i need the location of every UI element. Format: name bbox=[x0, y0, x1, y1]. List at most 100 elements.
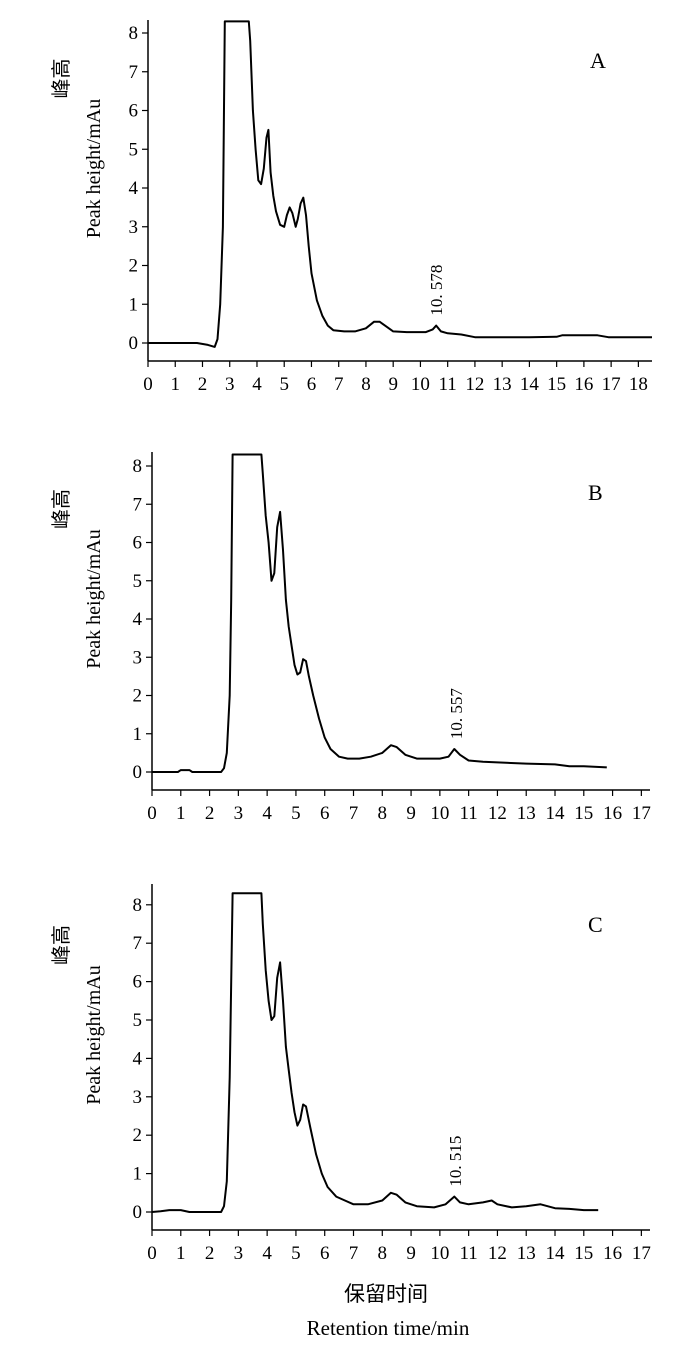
y-tick-label: 0 bbox=[129, 333, 139, 354]
x-tick-label: 16 bbox=[603, 1243, 622, 1264]
x-tick-label: 9 bbox=[406, 1243, 416, 1264]
x-tick-label: 9 bbox=[388, 374, 398, 395]
x-tick-label: 8 bbox=[378, 803, 388, 824]
x-axis-label-zh: 保留时间 bbox=[344, 1282, 428, 1306]
y-tick-label: 5 bbox=[129, 139, 139, 160]
y-tick-label: 6 bbox=[129, 101, 139, 122]
chromatogram-trace bbox=[148, 20, 652, 348]
y-tick-label: 3 bbox=[133, 647, 143, 668]
x-tick-label: 9 bbox=[406, 803, 416, 824]
y-tick-label: 7 bbox=[133, 933, 143, 954]
x-tick-label: 4 bbox=[252, 374, 262, 395]
x-tick-label: 1 bbox=[176, 803, 186, 824]
chromatogram-trace bbox=[151, 892, 599, 1213]
panel-label: A bbox=[590, 48, 606, 73]
x-tick-label: 12 bbox=[488, 1243, 507, 1264]
x-tick-label: 12 bbox=[465, 374, 484, 395]
y-tick-label: 2 bbox=[133, 686, 143, 707]
x-tick-label: 6 bbox=[320, 803, 330, 824]
x-tick-label: 15 bbox=[547, 374, 566, 395]
x-tick-label: 1 bbox=[170, 374, 180, 395]
y-tick-label: 4 bbox=[129, 178, 139, 199]
y-tick-label: 8 bbox=[129, 23, 139, 44]
y-tick-label: 7 bbox=[133, 494, 143, 515]
panel-label: B bbox=[588, 480, 603, 505]
x-tick-label: 10 bbox=[430, 803, 449, 824]
y-axis-label: Peak height/mAu bbox=[83, 965, 105, 1104]
x-tick-label: 3 bbox=[234, 1243, 244, 1264]
x-tick-label: 6 bbox=[320, 1243, 330, 1264]
y-axis-label-zh: 峰高 bbox=[50, 489, 73, 529]
x-tick-label: 3 bbox=[234, 803, 244, 824]
x-tick-label: 11 bbox=[459, 803, 477, 824]
y-tick-label: 7 bbox=[129, 62, 139, 83]
x-tick-label: 14 bbox=[546, 803, 566, 824]
x-tick-label: 7 bbox=[349, 1243, 359, 1264]
y-tick-label: 3 bbox=[133, 1087, 143, 1108]
x-tick-label: 17 bbox=[632, 1243, 651, 1264]
x-axis-label: Retention time/min bbox=[307, 1316, 470, 1340]
x-tick-label: 13 bbox=[517, 803, 536, 824]
y-tick-label: 8 bbox=[133, 895, 143, 916]
x-tick-label: 10 bbox=[430, 1243, 449, 1264]
x-tick-label: 15 bbox=[574, 803, 593, 824]
x-tick-label: 4 bbox=[262, 1243, 272, 1264]
x-tick-label: 5 bbox=[291, 1243, 301, 1264]
y-tick-label: 8 bbox=[133, 456, 143, 477]
x-tick-label: 8 bbox=[378, 1243, 388, 1264]
x-tick-label: 14 bbox=[546, 1243, 566, 1264]
x-tick-label: 10 bbox=[411, 374, 430, 395]
x-tick-label: 5 bbox=[291, 803, 301, 824]
x-tick-label: 16 bbox=[603, 803, 622, 824]
x-tick-label: 4 bbox=[262, 803, 272, 824]
x-tick-label: 2 bbox=[198, 374, 208, 395]
x-tick-label: 13 bbox=[517, 1243, 536, 1264]
x-tick-label: 6 bbox=[307, 374, 317, 395]
x-tick-label: 5 bbox=[279, 374, 289, 395]
y-tick-label: 4 bbox=[133, 609, 143, 630]
x-tick-label: 2 bbox=[205, 1243, 215, 1264]
x-tick-label: 12 bbox=[488, 803, 507, 824]
x-tick-label: 2 bbox=[205, 803, 215, 824]
y-tick-label: 6 bbox=[133, 533, 143, 554]
y-tick-label: 0 bbox=[133, 762, 143, 783]
chromatogram-trace bbox=[152, 453, 607, 773]
x-tick-label: 0 bbox=[143, 374, 153, 395]
x-tick-label: 3 bbox=[225, 374, 235, 395]
x-tick-label: 1 bbox=[176, 1243, 186, 1264]
y-tick-label: 1 bbox=[133, 724, 143, 745]
x-tick-label: 17 bbox=[602, 374, 621, 395]
y-tick-label: 2 bbox=[129, 256, 139, 277]
x-tick-label: 7 bbox=[334, 374, 344, 395]
panel-label: C bbox=[588, 912, 603, 937]
peak-annotation: 10. 578 bbox=[427, 265, 446, 316]
x-tick-label: 17 bbox=[632, 803, 651, 824]
y-tick-label: 1 bbox=[133, 1164, 143, 1185]
x-tick-label: 13 bbox=[493, 374, 512, 395]
x-tick-label: 14 bbox=[520, 374, 540, 395]
x-tick-label: 8 bbox=[361, 374, 371, 395]
x-tick-label: 7 bbox=[349, 803, 359, 824]
x-tick-label: 0 bbox=[147, 803, 157, 824]
x-tick-label: 16 bbox=[574, 374, 593, 395]
y-tick-label: 5 bbox=[133, 1010, 143, 1031]
y-tick-label: 6 bbox=[133, 972, 143, 993]
y-tick-label: 1 bbox=[129, 294, 139, 315]
y-axis-label-zh: 峰高 bbox=[50, 59, 73, 99]
y-tick-label: 0 bbox=[133, 1202, 143, 1223]
x-tick-label: 15 bbox=[574, 1243, 593, 1264]
y-tick-label: 2 bbox=[133, 1125, 143, 1146]
x-tick-label: 18 bbox=[629, 374, 648, 395]
x-tick-label: 11 bbox=[459, 1243, 477, 1264]
x-tick-label: 11 bbox=[439, 374, 457, 395]
y-axis-label-zh: 峰高 bbox=[50, 925, 73, 965]
x-tick-label: 0 bbox=[147, 1243, 157, 1264]
peak-annotation: 10. 557 bbox=[447, 688, 466, 740]
peak-annotation: 10. 515 bbox=[446, 1136, 465, 1187]
y-axis-label: Peak height/mAu bbox=[83, 529, 105, 668]
